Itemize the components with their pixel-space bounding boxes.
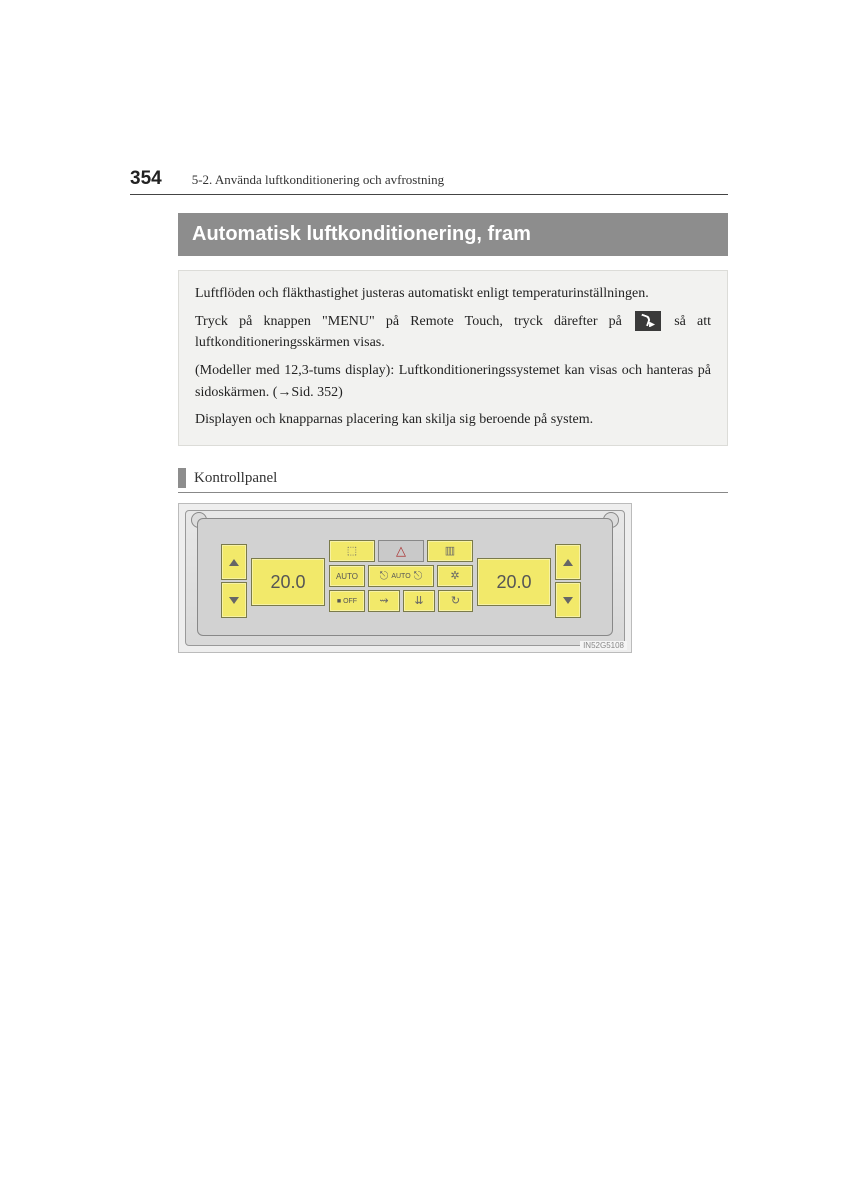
- section-breadcrumb: 5-2. Använda luftkonditionering och avfr…: [192, 172, 444, 188]
- seat-right-icon: ⎋: [414, 571, 423, 582]
- temp-left-down-button[interactable]: [221, 582, 247, 618]
- hazard-triangle-icon: △: [396, 543, 406, 559]
- temp-right-up-button[interactable]: [555, 544, 581, 580]
- fan-button[interactable]: ✲: [437, 565, 473, 587]
- temp-left-display: 20.0: [251, 558, 325, 606]
- temp-right-down-button[interactable]: [555, 582, 581, 618]
- intro-box: Luftflöden och fläkthastighet justeras a…: [178, 270, 728, 446]
- airflow-feet-button[interactable]: ⇊: [403, 590, 435, 612]
- hazard-button[interactable]: △: [378, 540, 424, 562]
- intro-paragraph-2: Tryck på knappen "MENU" på Remote Touch,…: [195, 311, 711, 354]
- subheading-accent: [178, 468, 186, 488]
- recirculate-icon: ↻: [451, 596, 460, 607]
- front-defrost-icon: ⬚: [347, 546, 357, 557]
- figure-code: IN52G5108: [580, 641, 627, 650]
- off-button[interactable]: ■ OFF: [329, 590, 365, 612]
- page-header: 354 5-2. Använda luftkonditionering och …: [130, 168, 728, 195]
- chevron-down-icon: [229, 597, 239, 604]
- temp-right-display: 20.0: [477, 558, 551, 606]
- climate-menu-icon: [635, 311, 661, 331]
- chevron-down-icon: [563, 597, 573, 604]
- subheading-row: Kontrollpanel: [178, 468, 728, 493]
- intro-paragraph-4: Displayen och knapparnas placering kan s…: [195, 409, 711, 431]
- chevron-up-icon: [229, 559, 239, 566]
- page-number: 354: [130, 168, 162, 190]
- rear-defrost-button[interactable]: ▥: [427, 540, 473, 562]
- fan-icon: ✲: [450, 571, 459, 582]
- seat-left-icon: ⎋: [380, 571, 389, 582]
- recirculate-button[interactable]: ↻: [438, 590, 473, 612]
- subheading-text: Kontrollpanel: [194, 470, 277, 487]
- temp-left-up-button[interactable]: [221, 544, 247, 580]
- intro-paragraph-3: (Modeller med 12,3-tums display): Luftko…: [195, 360, 711, 403]
- intro-paragraph-1: Luftflöden och fläkthastighet justeras a…: [195, 283, 711, 305]
- rear-defrost-icon: ▥: [445, 546, 455, 557]
- section-title: Automatisk luftkonditionering, fram: [178, 213, 728, 256]
- airflow-face-button[interactable]: ⇝: [368, 590, 400, 612]
- dual-auto-display[interactable]: ⎋ AUTO ⎋: [368, 565, 434, 587]
- auto-small-label: AUTO: [391, 573, 410, 580]
- front-defrost-button[interactable]: ⬚: [329, 540, 375, 562]
- airflow-feet-icon: ⇊: [414, 596, 423, 607]
- chevron-up-icon: [563, 559, 573, 566]
- auto-button[interactable]: AUTO: [329, 565, 365, 587]
- airflow-face-icon: ⇝: [379, 596, 388, 607]
- control-panel-figure: 20.0 ⬚ △ ▥ AUTO ⎋ AUTO ⎋ ✲ ■ OFF ⇝ ⇊ ↻ 2…: [178, 503, 632, 653]
- manual-page: 354 5-2. Använda luftkonditionering och …: [0, 0, 848, 653]
- intro-p2-part-a: Tryck på knappen "MENU" på Remote Touch,…: [195, 314, 622, 329]
